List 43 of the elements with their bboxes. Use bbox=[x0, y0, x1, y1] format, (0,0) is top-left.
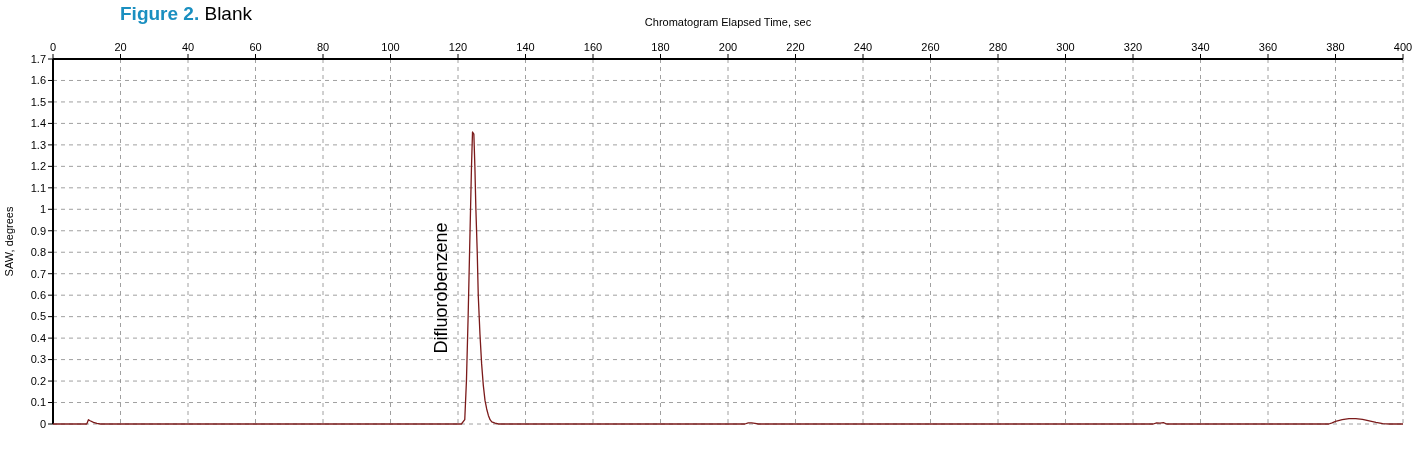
x-tick-label: 280 bbox=[988, 41, 1008, 53]
y-tick-label: 0.3 bbox=[30, 353, 46, 366]
x-tick-label: 0 bbox=[49, 41, 57, 53]
y-tick-label: 0.5 bbox=[30, 310, 46, 323]
y-tick-label: 1.4 bbox=[30, 117, 46, 130]
x-tick-label: 360 bbox=[1258, 41, 1278, 53]
x-tick-label: 100 bbox=[381, 41, 400, 53]
x-tick-label: 40 bbox=[181, 41, 195, 53]
y-tick-label: 1.6 bbox=[30, 74, 46, 87]
x-tick-label: 120 bbox=[448, 41, 468, 53]
y-tick-label: 1.7 bbox=[30, 52, 46, 65]
y-tick-label: 0.6 bbox=[30, 289, 46, 302]
y-tick-label: 0.7 bbox=[30, 267, 46, 280]
x-tick-label: 200 bbox=[718, 41, 738, 53]
chart-title: Figure 2. Blank bbox=[120, 3, 253, 24]
x-tick-label: 380 bbox=[1326, 41, 1345, 53]
y-tick-label: 1.1 bbox=[30, 181, 46, 194]
x-tick-label: 180 bbox=[651, 41, 670, 53]
y-tick-label: 1.5 bbox=[30, 95, 46, 108]
x-tick-label: 400 bbox=[1393, 41, 1413, 53]
x-axis-title: Chromatogram Elapsed Time, sec bbox=[644, 16, 812, 28]
x-tick-label: 140 bbox=[516, 41, 535, 53]
y-tick-label: 0.4 bbox=[30, 331, 46, 344]
x-tick-label: 220 bbox=[786, 41, 805, 53]
x-tick-label: 260 bbox=[921, 41, 940, 53]
y-axis-title: SAW, degrees bbox=[3, 206, 15, 277]
x-tick-label: 80 bbox=[316, 41, 330, 53]
y-tick-label: 1.2 bbox=[30, 160, 46, 173]
y-tick-label: 0.9 bbox=[30, 224, 46, 237]
y-tick-label: 0.8 bbox=[30, 246, 46, 259]
y-tick-label: 0.1 bbox=[30, 396, 46, 409]
y-tick-label: 1 bbox=[39, 203, 46, 216]
x-tick-label: 60 bbox=[249, 41, 262, 53]
x-tick-label: 320 bbox=[1123, 41, 1143, 53]
y-tick-label: 0.2 bbox=[30, 374, 46, 387]
x-tick-label: 340 bbox=[1191, 41, 1210, 53]
x-tick-label: 160 bbox=[583, 41, 603, 53]
y-tick-label: 0 bbox=[39, 417, 46, 430]
x-tick-label: 240 bbox=[853, 41, 873, 53]
x-tick-label: 300 bbox=[1056, 41, 1075, 53]
x-tick-label: 20 bbox=[114, 41, 127, 53]
y-tick-label: 1.3 bbox=[30, 138, 46, 151]
annotation: Difluorobenzene bbox=[430, 222, 451, 354]
